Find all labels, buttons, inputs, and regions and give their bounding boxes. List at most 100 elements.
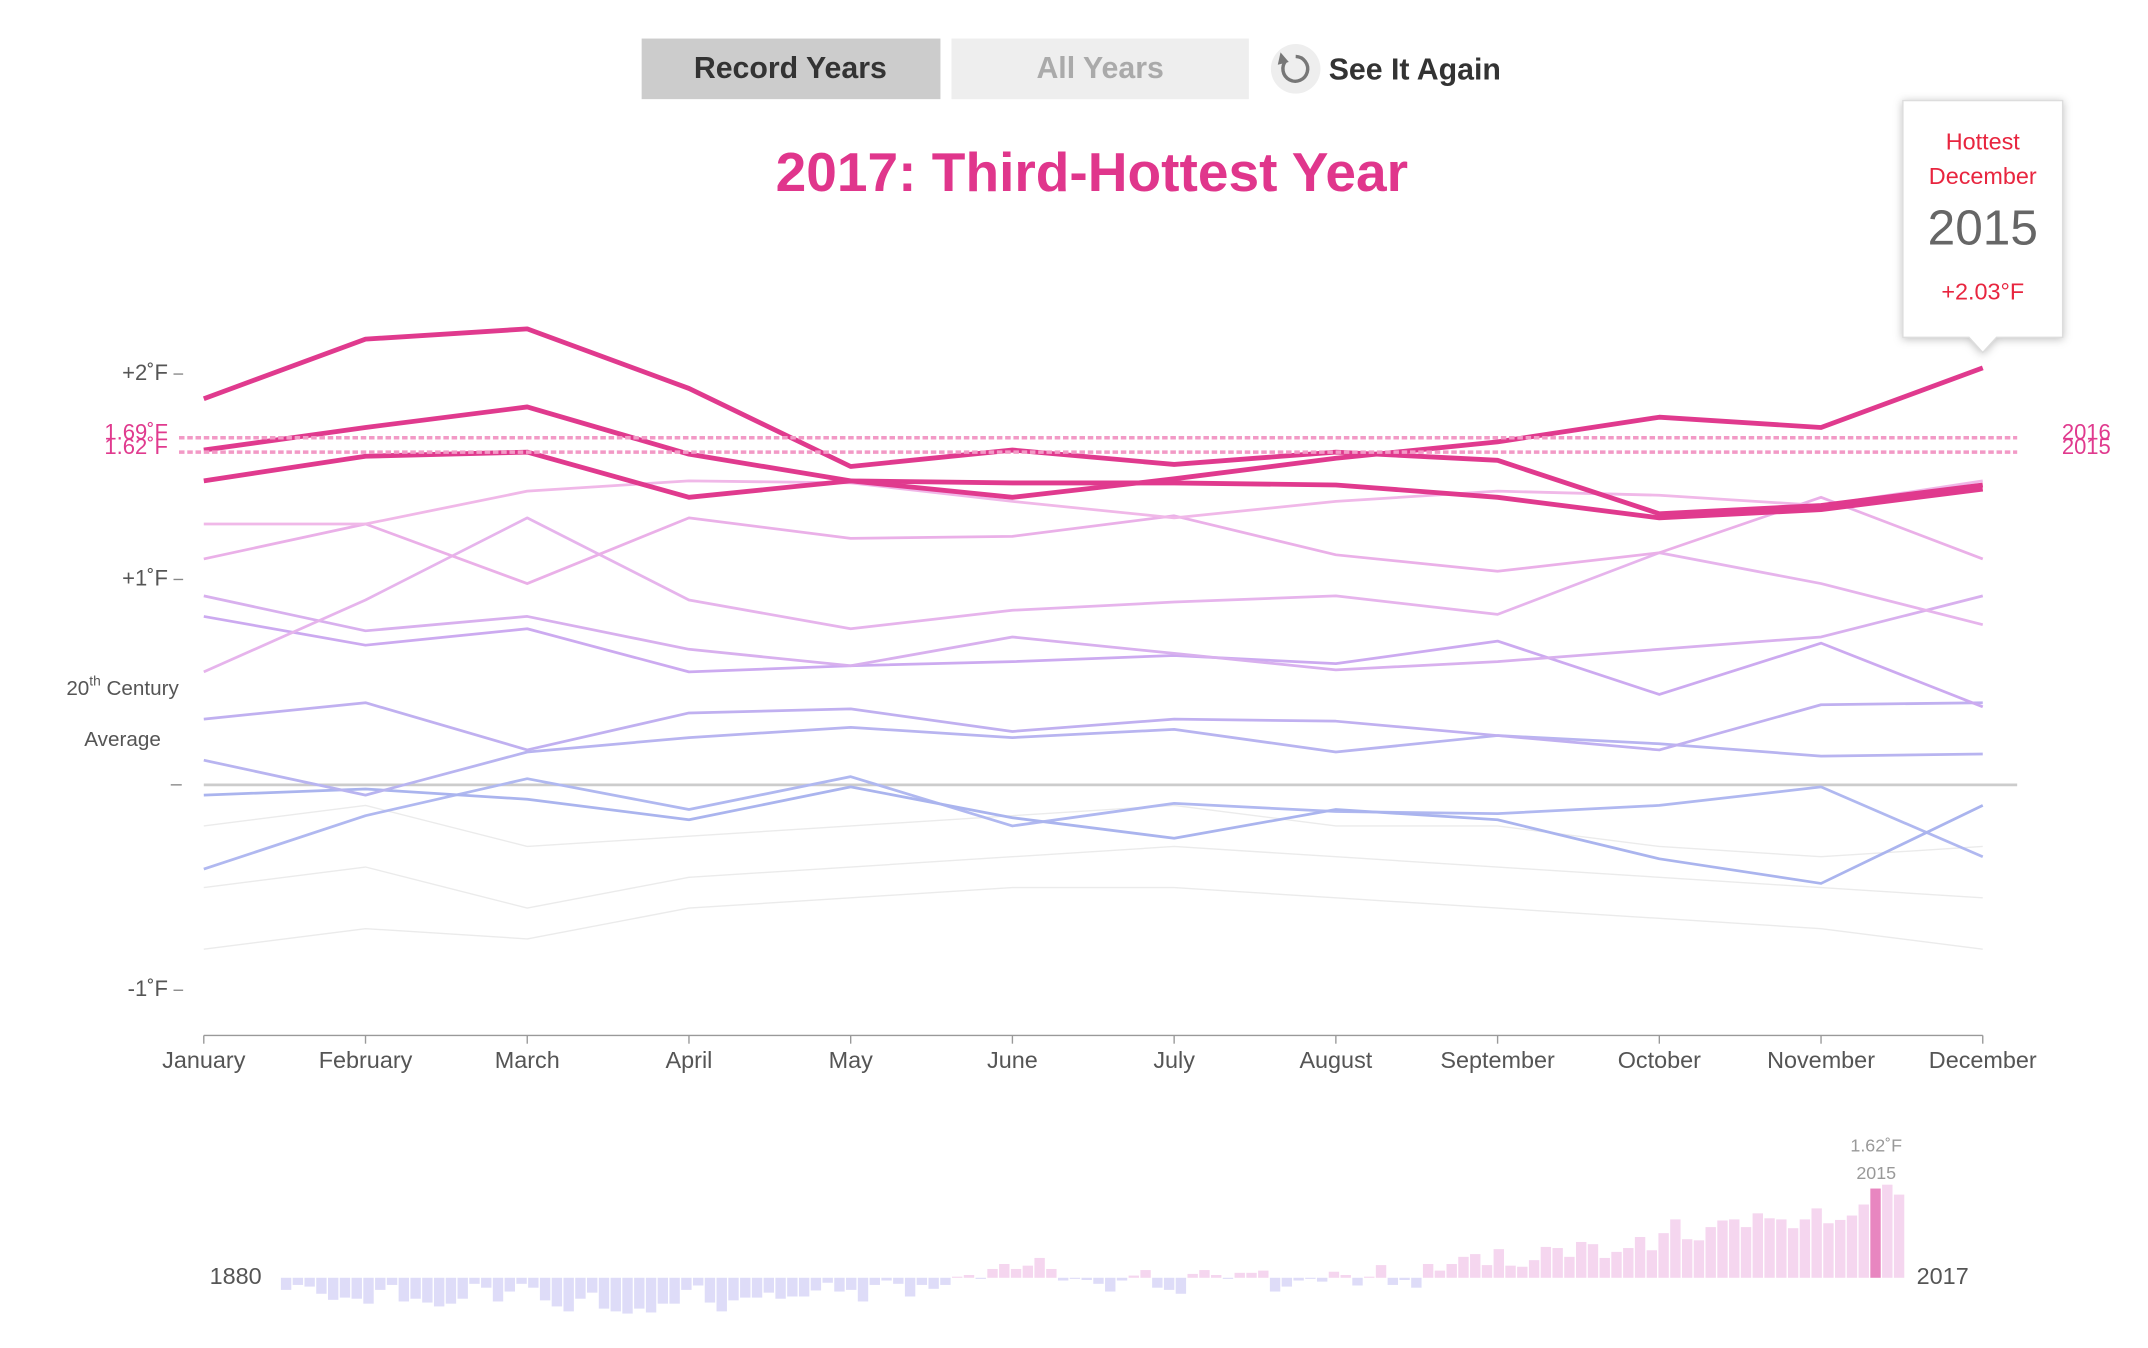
series-line	[203, 725, 1983, 797]
x-tick-label: March	[495, 1047, 560, 1073]
annual-average-label: 1.69˚F	[104, 419, 168, 444]
annual-year-label: 2016	[2062, 419, 2111, 444]
bar	[1069, 1277, 1081, 1279]
bar	[469, 1277, 480, 1284]
bar	[1422, 1264, 1434, 1278]
bar	[1893, 1194, 1905, 1278]
bar	[975, 1277, 986, 1279]
bar	[1152, 1277, 1163, 1288]
average-number: 20	[66, 677, 89, 700]
bar	[728, 1277, 739, 1301]
replay-arrow	[1277, 52, 1289, 65]
bar	[1057, 1277, 1069, 1281]
bar	[1434, 1270, 1446, 1278]
bar	[1634, 1237, 1646, 1278]
bar	[1387, 1277, 1399, 1285]
bar	[1540, 1246, 1552, 1278]
bar	[1575, 1241, 1587, 1278]
y-tick-label: +2˚F	[122, 360, 168, 385]
bar	[775, 1277, 786, 1299]
all-years-button[interactable]: All Years	[951, 38, 1249, 100]
x-tick-label: August	[1299, 1047, 1372, 1073]
bar	[634, 1277, 645, 1309]
bar	[1870, 1188, 1881, 1278]
bar	[951, 1276, 963, 1278]
bar	[1646, 1250, 1658, 1278]
chart-title: 2017: Third-Hottest Year	[776, 141, 1408, 203]
x-tick-label: December	[1929, 1047, 2037, 1073]
button-label: See It Again	[1329, 54, 1501, 87]
bar	[375, 1277, 386, 1290]
bar	[787, 1277, 798, 1297]
annotation-year: 2015	[1856, 1163, 1896, 1183]
bar	[1269, 1277, 1281, 1292]
bar	[740, 1277, 751, 1298]
bar	[539, 1277, 551, 1301]
bar	[304, 1277, 315, 1287]
bar	[1163, 1277, 1175, 1290]
x-tick-label: October	[1618, 1047, 1701, 1073]
series-line	[203, 615, 1984, 709]
bar	[657, 1277, 669, 1304]
bar	[1882, 1184, 1893, 1278]
bar	[528, 1277, 539, 1288]
annotation-value: 1.62˚F	[1850, 1136, 1902, 1156]
bar	[1305, 1277, 1316, 1279]
bar	[704, 1277, 716, 1303]
bar	[1729, 1219, 1740, 1278]
bar	[398, 1277, 410, 1302]
bar	[1835, 1219, 1846, 1278]
bar	[1399, 1277, 1410, 1280]
average-label: Average	[84, 728, 161, 751]
bar	[516, 1277, 527, 1284]
see-it-again-button[interactable]: See It Again	[1270, 44, 1501, 94]
bar	[1375, 1265, 1387, 1278]
bar	[963, 1275, 975, 1278]
tooltip-text: Hottest	[1946, 128, 2021, 154]
bar	[1010, 1268, 1022, 1278]
x-tick-label: September	[1440, 1047, 1555, 1073]
bar	[881, 1277, 892, 1281]
bar	[692, 1277, 704, 1286]
bar	[316, 1277, 327, 1294]
bar	[422, 1277, 433, 1303]
bar	[1776, 1219, 1787, 1278]
series-line	[203, 775, 1984, 871]
x-tick-label: January	[162, 1047, 246, 1073]
replay-icon-bg	[1270, 44, 1321, 94]
button-label: All Years	[1036, 52, 1163, 85]
bar	[1128, 1275, 1139, 1278]
bar	[1470, 1254, 1481, 1278]
button-bg	[641, 38, 941, 100]
bar	[1505, 1265, 1516, 1278]
record-years-button[interactable]: Record Years	[641, 38, 941, 100]
x-tick-label: May	[829, 1047, 873, 1073]
bar	[822, 1277, 833, 1283]
x-tick-label: June	[987, 1047, 1038, 1073]
series-line	[203, 479, 1983, 526]
bar	[1823, 1223, 1834, 1278]
x-tick-label: November	[1767, 1047, 1875, 1073]
bar	[1740, 1227, 1752, 1278]
bar	[1140, 1270, 1151, 1278]
bar	[587, 1277, 598, 1293]
x-tick-label: 2017	[1917, 1263, 1969, 1289]
bar	[1046, 1268, 1057, 1278]
bar	[846, 1277, 857, 1290]
average-suffix: th	[89, 673, 100, 688]
series-line	[203, 886, 1983, 950]
bar	[1316, 1277, 1328, 1282]
series-line	[203, 495, 1984, 585]
bar	[1328, 1271, 1340, 1278]
bar	[940, 1277, 951, 1285]
bar	[999, 1264, 1010, 1278]
bar	[1764, 1218, 1775, 1278]
replay-icon	[1281, 54, 1310, 83]
tooltip-text: December	[1929, 163, 2037, 189]
bar	[351, 1277, 362, 1299]
bar	[1564, 1256, 1575, 1278]
bar	[1222, 1277, 1234, 1279]
bar	[445, 1277, 457, 1304]
bar	[810, 1277, 822, 1291]
bar	[551, 1277, 563, 1307]
